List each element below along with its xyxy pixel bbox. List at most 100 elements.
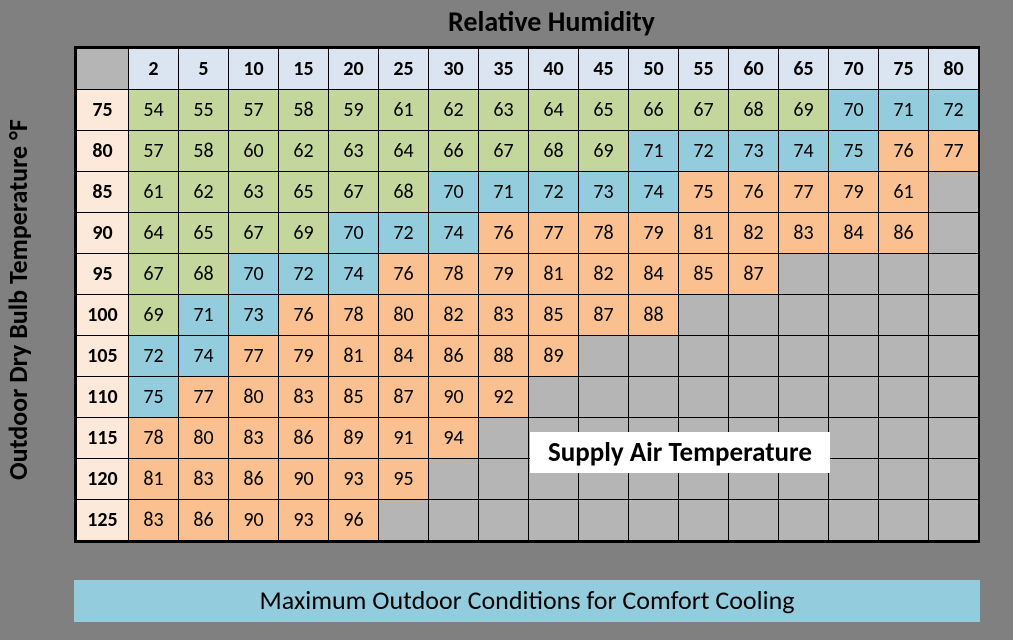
data-cell xyxy=(779,377,829,418)
col-header: 75 xyxy=(879,49,929,90)
col-header: 55 xyxy=(679,49,729,90)
data-cell: 64 xyxy=(129,213,179,254)
data-cell: 61 xyxy=(129,172,179,213)
data-cell: 86 xyxy=(179,500,229,541)
col-header: 25 xyxy=(379,49,429,90)
data-cell: 57 xyxy=(229,90,279,131)
data-cell: 61 xyxy=(379,90,429,131)
data-cell xyxy=(879,459,929,500)
col-header: 65 xyxy=(779,49,829,90)
data-cell: 86 xyxy=(429,336,479,377)
data-cell: 68 xyxy=(729,90,779,131)
data-cell: 85 xyxy=(329,377,379,418)
data-cell: 64 xyxy=(529,90,579,131)
y-axis-title: Outdoor Dry Bulb Temperature °F xyxy=(0,50,36,550)
data-cell: 72 xyxy=(529,172,579,213)
data-cell: 72 xyxy=(929,90,979,131)
data-cell: 81 xyxy=(529,254,579,295)
data-cell: 79 xyxy=(479,254,529,295)
data-cell: 95 xyxy=(379,459,429,500)
data-cell xyxy=(679,295,729,336)
col-header: 2 xyxy=(129,49,179,90)
data-cell xyxy=(729,377,779,418)
data-cell: 58 xyxy=(179,131,229,172)
data-cell xyxy=(679,500,729,541)
data-cell: 62 xyxy=(179,172,229,213)
data-cell: 77 xyxy=(529,213,579,254)
data-cell xyxy=(929,213,979,254)
data-cell: 76 xyxy=(729,172,779,213)
data-cell xyxy=(429,459,479,500)
col-header: 45 xyxy=(579,49,629,90)
row-header: 75 xyxy=(77,90,129,131)
data-cell: 68 xyxy=(379,172,429,213)
data-cell: 63 xyxy=(329,131,379,172)
data-cell: 84 xyxy=(829,213,879,254)
data-cell xyxy=(879,377,929,418)
data-cell: 73 xyxy=(729,131,779,172)
data-cell: 63 xyxy=(229,172,279,213)
data-cell: 71 xyxy=(479,172,529,213)
data-cell xyxy=(629,336,679,377)
grid-corner xyxy=(77,49,129,90)
data-cell xyxy=(779,295,829,336)
data-cell: 72 xyxy=(379,213,429,254)
data-cell: 65 xyxy=(179,213,229,254)
data-cell: 85 xyxy=(529,295,579,336)
data-cell: 84 xyxy=(379,336,429,377)
data-cell: 86 xyxy=(279,418,329,459)
data-cell: 79 xyxy=(279,336,329,377)
col-header: 20 xyxy=(329,49,379,90)
data-cell xyxy=(629,500,679,541)
data-cell: 75 xyxy=(829,131,879,172)
data-cell: 54 xyxy=(129,90,179,131)
col-header: 80 xyxy=(929,49,979,90)
data-cell: 67 xyxy=(329,172,379,213)
data-grid: 2510152025303540455055606570758075545557… xyxy=(74,46,980,543)
data-cell: 77 xyxy=(229,336,279,377)
data-cell: 80 xyxy=(379,295,429,336)
data-cell: 78 xyxy=(129,418,179,459)
data-cell: 71 xyxy=(879,90,929,131)
data-cell: 76 xyxy=(379,254,429,295)
data-cell: 64 xyxy=(379,131,429,172)
data-cell: 93 xyxy=(329,459,379,500)
data-cell: 79 xyxy=(829,172,879,213)
data-cell xyxy=(679,336,729,377)
data-cell xyxy=(479,459,529,500)
data-cell: 90 xyxy=(279,459,329,500)
data-cell xyxy=(779,336,829,377)
data-cell: 80 xyxy=(229,377,279,418)
data-cell: 57 xyxy=(129,131,179,172)
data-cell: 88 xyxy=(479,336,529,377)
data-cell: 60 xyxy=(229,131,279,172)
row-header: 115 xyxy=(77,418,129,459)
data-cell: 83 xyxy=(479,295,529,336)
data-cell: 58 xyxy=(279,90,329,131)
data-cell: 74 xyxy=(329,254,379,295)
data-cell: 62 xyxy=(429,90,479,131)
data-cell xyxy=(829,418,879,459)
data-cell: 63 xyxy=(479,90,529,131)
row-header: 100 xyxy=(77,295,129,336)
col-header: 60 xyxy=(729,49,779,90)
data-cell: 73 xyxy=(229,295,279,336)
data-cell: 73 xyxy=(579,172,629,213)
data-cell: 74 xyxy=(629,172,679,213)
data-cell: 78 xyxy=(329,295,379,336)
data-cell: 92 xyxy=(479,377,529,418)
data-cell: 83 xyxy=(779,213,829,254)
data-cell xyxy=(679,377,729,418)
data-cell: 83 xyxy=(279,377,329,418)
data-cell: 66 xyxy=(629,90,679,131)
data-cell: 70 xyxy=(229,254,279,295)
data-cell xyxy=(579,336,629,377)
data-cell: 88 xyxy=(629,295,679,336)
data-cell xyxy=(379,500,429,541)
data-cell xyxy=(479,418,529,459)
overlay-label: Supply Air Temperature xyxy=(530,432,830,473)
data-cell xyxy=(529,500,579,541)
col-header: 30 xyxy=(429,49,479,90)
data-cell xyxy=(929,295,979,336)
data-cell xyxy=(879,500,929,541)
